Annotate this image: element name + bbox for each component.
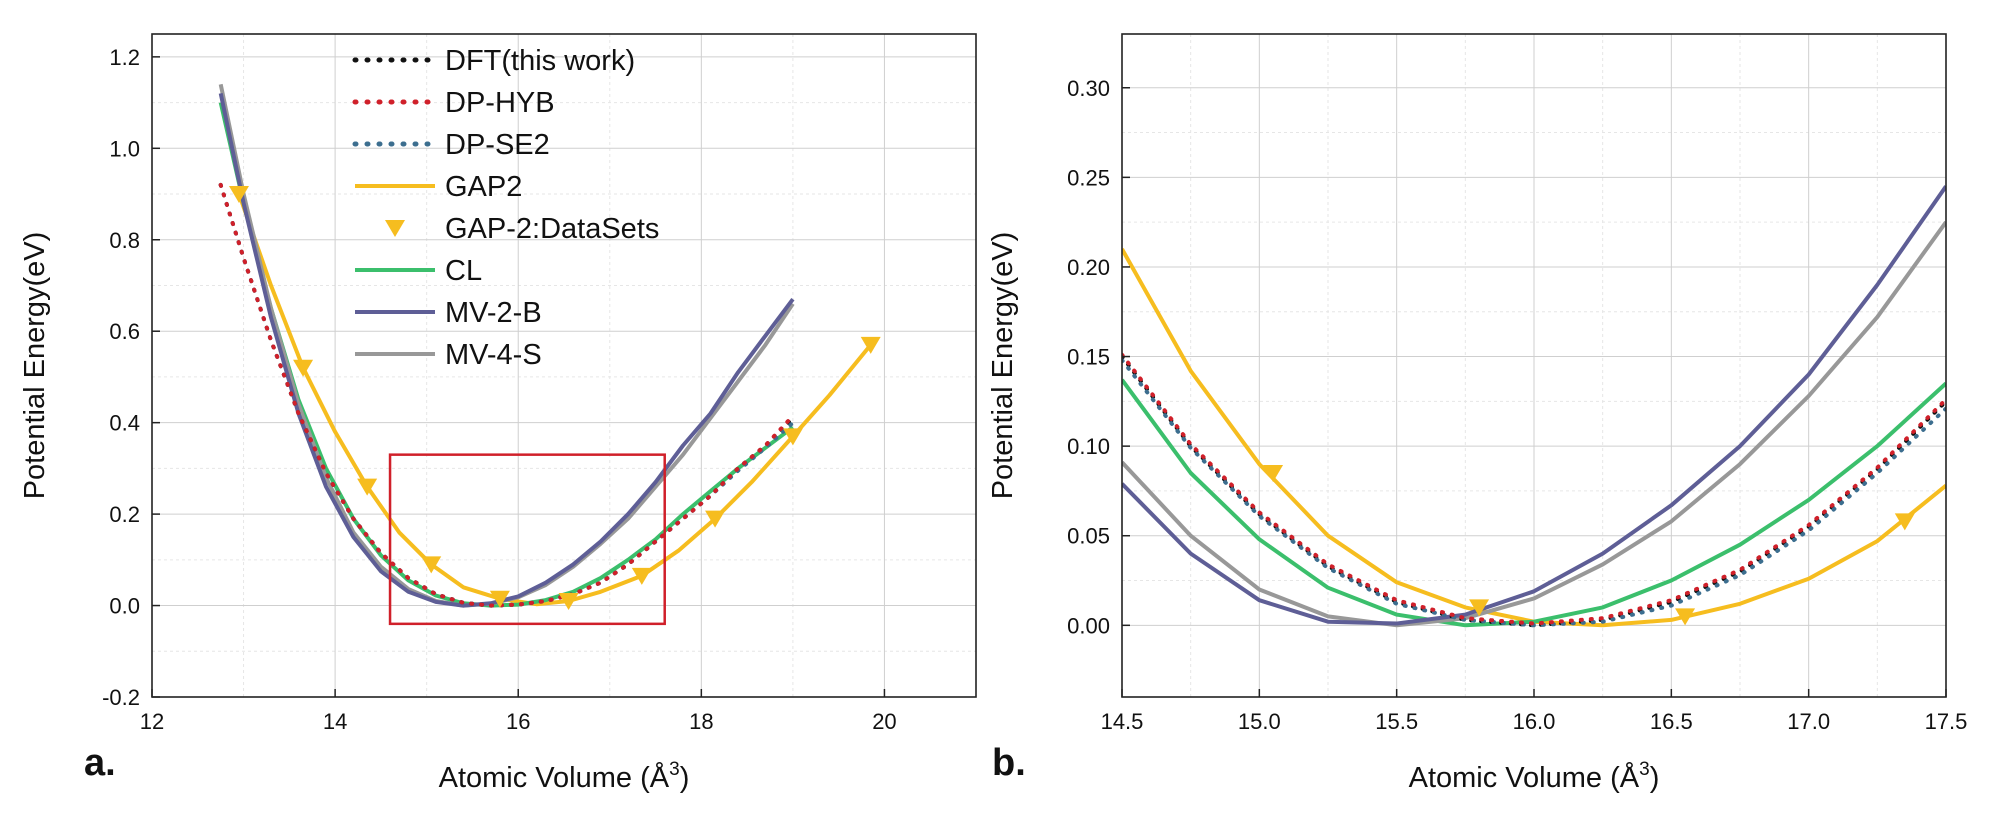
legend-item-cl: CL (355, 255, 482, 287)
legend-item-dp-hyb: DP-HYB (352, 87, 555, 119)
panel-a-marker-gap-2-datasets (489, 590, 510, 608)
panel-b-y-tick-label: 0.25 (1067, 165, 1110, 190)
legend-label: MV-4-S (445, 339, 542, 371)
panel-b-x-tick-label: 17.5 (1925, 709, 1968, 734)
panel-b-y-tick-label: 0.30 (1067, 76, 1110, 101)
panel-b-label: b. (992, 742, 1026, 784)
panel-a-x-axis-label: Atomic Volume (Å3) (439, 759, 690, 794)
panel-a-x-tick-label: 18 (689, 709, 713, 734)
panel-a-y-tick-label: 0.4 (109, 411, 140, 436)
panel-b-line-dp-se2 (1122, 358, 1946, 628)
panel-a-zoom-box (388, 453, 666, 626)
panel-b-marker-gap-2-datasets (1675, 608, 1696, 626)
legend-label: GAP-2:DataSets (445, 213, 659, 245)
panel-a-marker-gap-2-datasets (860, 336, 881, 354)
panel-b-x-tick-label: 15.0 (1238, 709, 1281, 734)
panel-b-x-tick-label: 14.5 (1101, 709, 1144, 734)
legend-item-dft-this-work: DFT(this work) (352, 45, 635, 77)
panel-a-marker-gap-2-datasets (631, 567, 652, 585)
panel-b-series (1122, 185, 1946, 628)
panel-a-line-cl (218, 102, 795, 608)
panel-b-line-mv-4-s (1122, 220, 1946, 628)
panel-b-line-mv-2-b (1122, 185, 1946, 626)
panel-a-y-tick-label: -0.2 (102, 685, 140, 710)
panel-a-x-tick-label: 12 (140, 709, 164, 734)
panel-a-chart: 12 14 16 18 20 -0.2 0.0 0.2 0.4 0.6 0.8 1.0 1.2 Atomi… (19, 33, 977, 794)
panel-a-y-tick-label: 1.0 (109, 136, 140, 161)
panel-b-x-tick-label: 16.0 (1513, 709, 1556, 734)
legend-label: CL (445, 255, 482, 287)
panel-a-y-axis-label: Potential Energy(eV) (19, 232, 51, 500)
panel-a-plot-frame (151, 33, 977, 698)
legend-item-mv-4-s: MV-4-S (355, 339, 542, 371)
panel-b-chart: 14.5 15.0 15.5 16.0 16.5 17.0 17.5 0.00 0.05 0.10… (987, 33, 1967, 794)
panel-b-line-dp-hyb (1122, 352, 1946, 626)
panel-b-y-tick-label: 0.05 (1067, 524, 1110, 549)
panel-a-marker-gap-2-datasets (228, 186, 249, 204)
legend-item-dp-se2: DP-SE2 (352, 129, 550, 161)
panel-a-y-tick-label: 0.6 (109, 319, 140, 344)
panel-a-y-tick-label: 0.8 (109, 228, 140, 253)
legend-item-mv-2-b: MV-2-B (355, 297, 542, 329)
panel-a-line-dp-se2 (218, 182, 795, 608)
panel-a-marker-gap-2-datasets (705, 510, 726, 528)
panel-b-y-tick-label: 0.00 (1067, 613, 1110, 638)
legend-label: DP-SE2 (445, 129, 550, 161)
panel-b-line-cl (1122, 378, 1946, 628)
panel-a-ticks: 12 14 16 18 20 -0.2 0.0 0.2 0.4 0.6 0.8 1.0 1.2 (102, 45, 897, 734)
panel-b-x-tick-label: 16.5 (1650, 709, 1693, 734)
panel-a-label: a. (84, 742, 116, 784)
panel-b-y-tick-label: 0.20 (1067, 255, 1110, 280)
panel-b-y-axis-label: Potential Energy(eV) (987, 232, 1019, 500)
legend-label: GAP2 (445, 171, 522, 203)
panel-b-ticks: 14.5 15.0 15.5 16.0 16.5 17.0 17.5 0.00 0.05 0.10… (1067, 76, 1967, 734)
panel-a-grid (151, 34, 976, 698)
panel-a-marker-gap-2-datasets (782, 428, 803, 446)
panel-b-marker-gap-2-datasets (1263, 465, 1284, 483)
legend-swatch-marker (385, 220, 405, 237)
panel-a-line-gap2 (237, 193, 873, 607)
panel-b-y-tick-label: 0.10 (1067, 434, 1110, 459)
panel-a-x-tick-label: 14 (323, 709, 347, 734)
panel-a-line-dft-this-work (218, 182, 795, 608)
panel-a-x-tick-label: 20 (872, 709, 896, 734)
panel-b-y-tick-label: 0.15 (1067, 345, 1110, 370)
legend-item-gap-2-datasets: GAP-2:DataSets (385, 213, 659, 245)
panel-a-marker-gap-2-datasets (293, 359, 314, 377)
panel-a-series (218, 83, 881, 610)
panel-b-marker-gap-2-datasets (1894, 513, 1915, 531)
panel-a-y-tick-label: 0.2 (109, 502, 140, 527)
panel-a-marker-gap-2-datasets (357, 478, 378, 496)
panel-b-x-tick-label: 17.0 (1787, 709, 1830, 734)
panel-a-y-tick-label: 1.2 (109, 45, 140, 70)
legend-label: DFT(this work) (445, 45, 635, 77)
panel-a-x-tick-label: 16 (506, 709, 530, 734)
legend-label: MV-2-B (445, 297, 542, 329)
panel-b-marker-gap-2-datasets (1469, 599, 1490, 617)
panel-a-marker-gap-2-datasets (421, 556, 442, 574)
panel-b-x-axis-label: Atomic Volume (Å3) (1409, 759, 1660, 794)
panel-a-marker-gap-2-datasets (558, 592, 579, 610)
legend-label: DP-HYB (445, 87, 555, 119)
legend: DFT(this work) DP-HYB DP-SE2 GAP2 GAP-2:Data… (352, 45, 659, 371)
legend-item-gap2: GAP2 (355, 171, 522, 203)
panel-a-line-dp-hyb (218, 182, 795, 608)
panel-a-y-tick-label: 0.0 (109, 594, 140, 619)
panel-b-x-tick-label: 15.5 (1375, 709, 1418, 734)
